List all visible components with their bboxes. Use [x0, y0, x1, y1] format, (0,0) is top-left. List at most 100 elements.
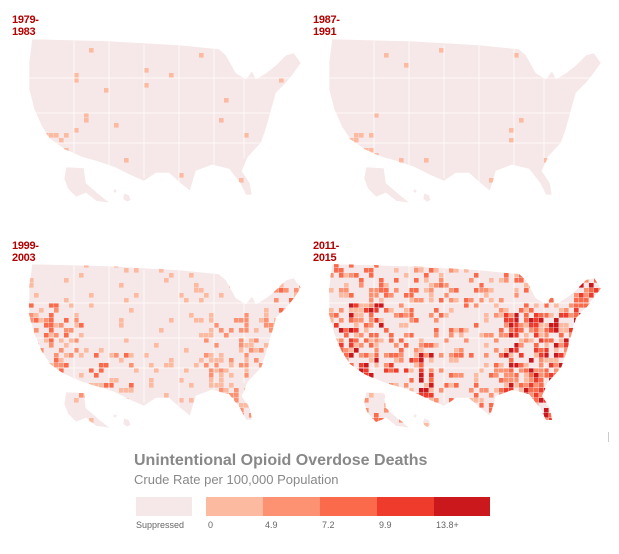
county-cell	[539, 358, 544, 363]
county-cell	[344, 283, 349, 288]
county-cell	[104, 88, 109, 93]
county-cell	[589, 33, 594, 38]
county-cell	[394, 313, 399, 318]
county-cell	[64, 318, 69, 323]
county-cell	[479, 423, 484, 428]
county-cell	[594, 398, 599, 403]
county-cell	[94, 373, 99, 378]
county-cell	[324, 423, 329, 428]
county-cell	[524, 323, 529, 328]
county-cell	[269, 388, 274, 393]
county-cell	[464, 268, 469, 273]
county-cell	[504, 383, 509, 388]
county-cell	[339, 318, 344, 323]
county-cell	[589, 393, 594, 398]
county-cell	[254, 338, 259, 343]
county-cell	[544, 328, 549, 333]
county-cell	[509, 378, 514, 383]
us-county-map-1987-1991	[328, 33, 602, 208]
county-cell	[419, 393, 424, 398]
county-cell	[469, 408, 474, 413]
county-cell	[74, 323, 79, 328]
county-cell	[504, 313, 509, 318]
county-cell	[549, 388, 554, 393]
county-cell	[229, 393, 234, 398]
county-cell	[359, 333, 364, 338]
county-cell	[439, 353, 444, 358]
county-cell	[389, 388, 394, 393]
county-cell	[59, 403, 64, 408]
county-cell	[69, 303, 74, 308]
county-cell	[414, 423, 419, 428]
county-cell	[399, 323, 404, 328]
county-cell	[509, 398, 514, 403]
county-cell	[489, 393, 494, 398]
county-cell	[14, 358, 19, 363]
county-cell	[514, 53, 519, 58]
county-cell	[559, 373, 564, 378]
county-cell	[109, 378, 114, 383]
county-cell	[409, 313, 414, 318]
period-label: 1999-2003	[12, 240, 39, 264]
county-cell	[369, 273, 374, 278]
county-cell	[334, 368, 339, 373]
county-cell	[254, 328, 259, 333]
county-cell	[369, 288, 374, 293]
county-cell	[239, 338, 244, 343]
county-cell	[414, 258, 419, 263]
county-cell	[359, 408, 364, 413]
county-cell	[529, 318, 534, 323]
county-cell	[549, 313, 554, 318]
county-cell	[29, 313, 34, 318]
county-cell	[404, 313, 409, 318]
county-cell	[334, 348, 339, 353]
county-cell	[264, 313, 269, 318]
county-cell	[509, 393, 514, 398]
county-cell	[189, 313, 194, 318]
county-cell	[534, 373, 539, 378]
county-cell	[519, 363, 524, 368]
county-cell	[164, 403, 169, 408]
county-cell	[214, 358, 219, 363]
county-cell	[244, 343, 249, 348]
county-cell	[359, 258, 364, 263]
county-cell	[374, 308, 379, 313]
county-cell	[514, 343, 519, 348]
county-cell	[129, 308, 134, 313]
county-cell	[119, 323, 124, 328]
county-cell	[324, 278, 329, 283]
county-cell	[194, 283, 199, 288]
county-cell	[549, 338, 554, 343]
county-cell	[364, 303, 369, 308]
county-cell	[539, 393, 544, 398]
county-cell	[529, 383, 534, 388]
county-cell	[514, 418, 519, 423]
county-cell	[554, 363, 559, 368]
county-cell	[504, 418, 509, 423]
county-cell	[259, 363, 264, 368]
county-cell	[94, 383, 99, 388]
county-cell	[524, 368, 529, 373]
county-cell	[524, 288, 529, 293]
divider-mark	[608, 432, 609, 442]
county-cell	[49, 133, 54, 138]
county-cell	[459, 328, 464, 333]
county-cell	[54, 363, 59, 368]
county-cell	[54, 303, 59, 308]
county-cell	[259, 318, 264, 323]
county-cell	[509, 313, 514, 318]
county-cell	[19, 383, 24, 388]
county-cell	[269, 398, 274, 403]
county-cell	[34, 313, 39, 318]
county-cell	[234, 388, 239, 393]
county-cell	[434, 343, 439, 348]
county-cell	[534, 383, 539, 388]
county-cell	[454, 418, 459, 423]
county-cell	[219, 378, 224, 383]
county-cell	[409, 298, 414, 303]
county-cell	[334, 203, 339, 208]
county-cell	[334, 264, 339, 268]
county-cell	[219, 358, 224, 363]
county-cell	[99, 433, 104, 438]
county-cell	[444, 283, 449, 288]
